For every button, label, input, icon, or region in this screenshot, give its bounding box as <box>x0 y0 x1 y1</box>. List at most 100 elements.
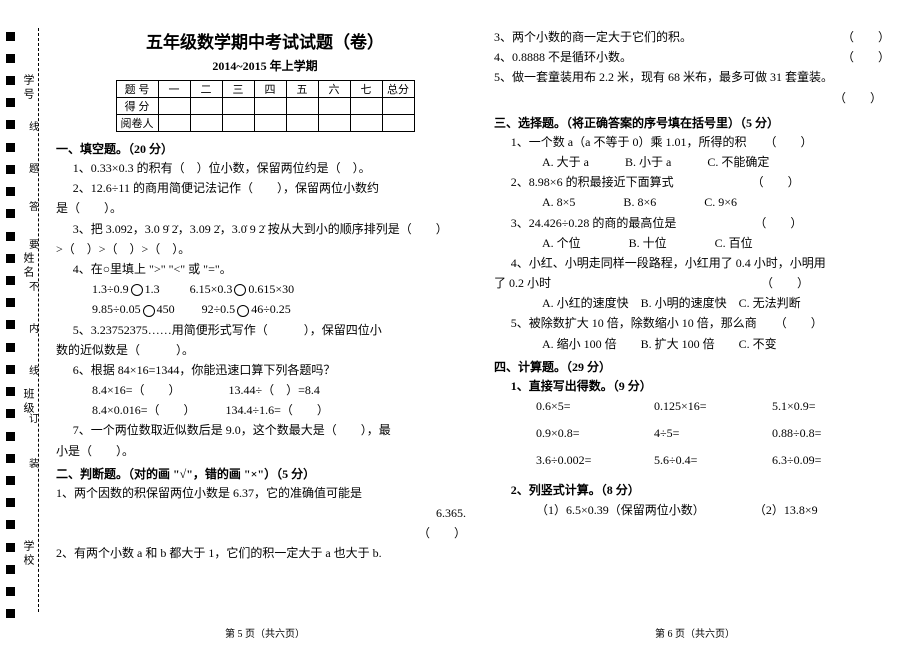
section-3-head: 三、选择题。（将正确答案的序号填在括号里）（5 分） <box>494 114 890 131</box>
expr: 134.4÷1.6=（ ） <box>226 403 329 417</box>
cell: 三 <box>222 81 254 98</box>
cell: 四 <box>254 81 286 98</box>
q3-4o: A. 小红的速度快 B. 小明的速度快 C. 无法判断 <box>494 294 890 313</box>
score-table: 题 号 一 二 三 四 五 六 七 总分 得 分 阅卷人 <box>116 80 415 132</box>
cell: 五 <box>286 81 318 98</box>
notice-char: 装 <box>29 455 42 470</box>
q3-2: 2、8.98×6 的积最接近下面算式 （ ） <box>494 173 890 192</box>
expr: 0.125×16= <box>654 397 772 416</box>
q1-6-row1: 8.4×16=（ ） 13.44÷（ ）=8.4 <box>56 381 474 400</box>
q2-2: 2、有两个小数 a 和 b 都大于 1，它们的积一定大于 a 也大于 b. <box>56 544 474 563</box>
expr: 6.3÷0.09= <box>772 451 890 470</box>
binding-holes <box>6 0 15 650</box>
q1-7b: 小是（ ）。 <box>56 442 474 461</box>
expr: 1.3÷0.9 <box>92 282 129 296</box>
expr: 3.6÷0.002= <box>536 451 654 470</box>
expr: 9.85÷0.05 <box>92 302 141 316</box>
paren: （ ） <box>842 28 890 47</box>
calc-row: 0.6×5= 0.125×16= 5.1×0.9= <box>494 397 890 416</box>
q1-5b: 数的近似数是（ ）。 <box>56 341 474 360</box>
cell: 得 分 <box>116 98 158 115</box>
expr: 5.1×0.9= <box>772 397 890 416</box>
table-row: 题 号 一 二 三 四 五 六 七 总分 <box>116 81 414 98</box>
q2-1b: 6.365. <box>56 504 474 523</box>
notice-char: 线 <box>29 118 42 133</box>
circle-blank <box>143 305 155 317</box>
section-1-head: 一、填空题。（20 分） <box>56 140 474 157</box>
calc-row: 3.6÷0.002= 5.6÷0.4= 6.3÷0.09= <box>494 451 890 470</box>
table-row: 得 分 <box>116 98 414 115</box>
q3-3o: A. 个位 B. 十位 C. 百位 <box>494 234 890 253</box>
q2-4: 4、0.8888 不是循环小数。 （ ） <box>494 48 890 67</box>
expr: 0.6×5= <box>536 397 654 416</box>
expr: 13.44÷（ ）=8.4 <box>229 383 320 397</box>
page-5: 五年级数学期中考试试题（卷） 2014~2015 年上学期 题 号 一 二 三 … <box>50 0 480 650</box>
expr: 450 <box>157 302 175 316</box>
expr: 8.4×16=（ ） <box>92 383 181 397</box>
section-2-head: 二、判断题。（对的画 "√"，错的画 "×"）（5 分） <box>56 465 474 482</box>
page-footer-left: 第 5 页（共六页） <box>50 625 480 640</box>
q1-6-row2: 8.4×0.016=（ ） 134.4÷1.6=（ ） <box>56 401 474 420</box>
expr: 5.6÷0.4= <box>654 451 772 470</box>
expr: （2）13.8×9 <box>754 501 890 520</box>
notice-char: 题 <box>29 160 42 175</box>
q1-4-row2: 9.85÷0.05450 92÷0.546÷0.25 <box>56 300 474 319</box>
q3-5: 5、被除数扩大 10 倍，除数缩小 10 倍，那么商 （ ） <box>494 314 890 333</box>
circle-blank <box>237 305 249 317</box>
q1-3a: 3、把 3.092，3.0 9̇ 2̇，3.09 2̇，3.0̇ 9 2̇ 按从… <box>56 220 474 239</box>
text: 4、0.8888 不是循环小数。 <box>494 50 632 64</box>
exam-subtitle: 2014~2015 年上学期 <box>56 57 474 74</box>
calc-row: （1）6.5×0.39（保留两位小数） （2）13.8×9 <box>494 501 890 520</box>
q1-2b: 是（ ）。 <box>56 199 474 218</box>
q3-4b: 了 0.2 小时 （ ） <box>494 274 890 293</box>
q3-2o: A. 8×5 B. 8×6 C. 9×6 <box>494 193 890 212</box>
cell: 一 <box>158 81 190 98</box>
q1-5a: 5、3.23752375……用简便形式写作（ ），保留四位小 <box>56 321 474 340</box>
notice-char: 答 <box>29 198 42 213</box>
q3-1o: A. 大于 a B. 小于 a C. 不能确定 <box>494 153 890 172</box>
page-6: 3、两个小数的商一定大于它们的积。 （ ） 4、0.8888 不是循环小数。 （ ）… <box>480 0 910 650</box>
q3-4a: 4、小红、小明走同样一段路程，小红用了 0.4 小时，小明用 <box>494 254 890 273</box>
q2-3: 3、两个小数的商一定大于它们的积。 （ ） <box>494 28 890 47</box>
q1-6a: 6、根据 84×16=1344，你能迅速口算下列各题吗？ <box>56 361 474 380</box>
expr: 6.15×0.3 <box>190 282 233 296</box>
table-row: 阅卷人 <box>116 115 414 132</box>
label-name: 姓名 <box>20 252 36 280</box>
expr: 1.3 <box>145 282 160 296</box>
cell: 总分 <box>382 81 414 98</box>
notice-char: 订 <box>29 410 42 425</box>
expr: 8.4×0.016=（ ） <box>92 403 196 417</box>
label-student-id: 学号 <box>20 74 36 102</box>
paren: （ ） <box>842 48 890 67</box>
label-school: 学校 <box>20 540 36 568</box>
page-footer-right: 第 6 页（共六页） <box>480 625 910 640</box>
section-4-head: 四、计算题。（29 分） <box>494 358 890 375</box>
q2-5p: （ ） <box>494 89 890 108</box>
expr: 0.88÷0.8= <box>772 424 890 443</box>
exam-title: 五年级数学期中考试试题（卷） <box>56 28 474 53</box>
q1-4a: 4、在○里填上 ">" "<" 或 "="。 <box>56 260 474 279</box>
cell: 二 <box>190 81 222 98</box>
q2-1a: 1、两个因数的积保留两位小数是 6.37，它的准确值可能是 <box>56 484 474 503</box>
q1-7a: 7、一个两位数取近似数后是 9.0，这个数最大是（ ），最 <box>56 421 474 440</box>
cell: 阅卷人 <box>116 115 158 132</box>
circle-blank <box>131 284 143 296</box>
q3-5o: A. 缩小 100 倍 B. 扩大 100 倍 C. 不变 <box>494 335 890 354</box>
notice-char: 要 <box>29 236 42 251</box>
notice-char: 不 <box>29 278 42 293</box>
expr: （1）6.5×0.39（保留两位小数） <box>536 501 754 520</box>
sec4-sub1: 1、直接写出得数。（9 分） <box>494 377 890 396</box>
q2-1p: （ ） <box>56 524 474 543</box>
circle-blank <box>234 284 246 296</box>
q3-3: 3、24.426÷0.28 的商的最高位是 （ ） <box>494 214 890 233</box>
q1-1: 1、0.33×0.3 的积有（ ）位小数，保留两位约是（ ）。 <box>56 159 474 178</box>
expr: 46÷0.25 <box>251 302 291 316</box>
expr: 4÷5= <box>654 424 772 443</box>
binding-margin: 学号 线 题 答 要 姓名 不 内 线 班级 订 装 学校 <box>0 0 50 650</box>
calc-row: 0.9×0.8= 4÷5= 0.88÷0.8= <box>494 424 890 443</box>
q1-2a: 2、12.6÷11 的商用简便记法记作（ ），保留两位小数约 <box>56 179 474 198</box>
cell: 六 <box>318 81 350 98</box>
expr: 0.615×30 <box>248 282 294 296</box>
notice-char: 线 <box>29 362 42 377</box>
text: 3、两个小数的商一定大于它们的积。 <box>494 30 692 44</box>
